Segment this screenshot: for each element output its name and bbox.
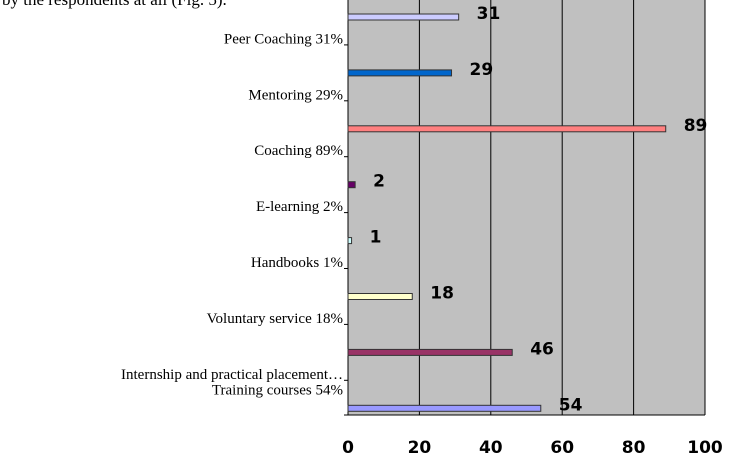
x-tick-label: 20 <box>408 438 432 458</box>
y-tick-label: Training courses 54% <box>212 382 343 398</box>
value-label: 31 <box>477 4 501 24</box>
x-tick-label: 80 <box>622 438 646 458</box>
x-tick-label: 0 <box>342 438 354 458</box>
bar <box>347 237 353 245</box>
x-tick-label: 100 <box>687 438 723 458</box>
y-tick-label: Coaching 89% <box>254 143 343 159</box>
plot-area <box>348 0 705 415</box>
bar <box>347 293 413 300</box>
value-label: 46 <box>530 339 554 359</box>
value-label: 1 <box>370 228 382 248</box>
y-tick-label: Internship and practical placement… <box>121 367 343 383</box>
y-tick-label: E-learning 2% <box>256 199 343 215</box>
bar <box>347 125 667 133</box>
bar <box>347 348 513 356</box>
bar <box>347 181 356 189</box>
y-tick-label: Mentoring 29% <box>248 87 343 103</box>
y-tick-label: Voluntary service 18% <box>207 311 343 327</box>
value-label: 54 <box>559 395 583 415</box>
value-label: 29 <box>470 60 494 80</box>
value-label: 18 <box>430 284 454 304</box>
y-tick-label: Peer Coaching 31% <box>224 31 343 47</box>
intro-text: by the respondents at all (Fig. 5). <box>2 0 227 9</box>
bar <box>347 13 460 21</box>
y-tick-label: Handbooks 1% <box>251 255 343 271</box>
bar <box>347 404 542 412</box>
x-tick-label: 40 <box>479 438 503 458</box>
value-label: 89 <box>684 116 708 136</box>
bar <box>347 69 453 77</box>
x-tick-label: 60 <box>550 438 574 458</box>
value-label: 2 <box>373 172 385 192</box>
